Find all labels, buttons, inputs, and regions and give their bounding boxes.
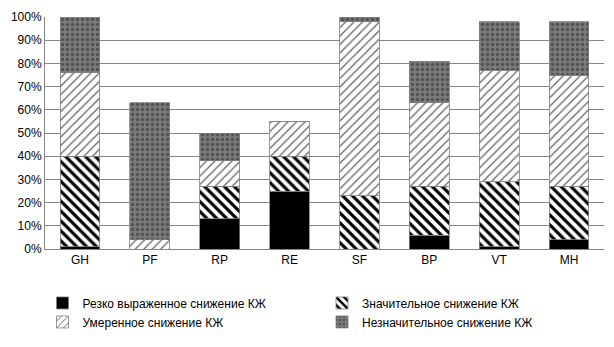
svg-text:PF: PF [142,253,157,267]
svg-text:10%: 10% [18,219,42,233]
svg-text:90%: 90% [18,33,42,47]
svg-text:70%: 70% [18,80,42,94]
svg-text:VT: VT [492,253,508,267]
svg-text:80%: 80% [18,57,42,71]
svg-text:Резко выраженное снижение КЖ: Резко выраженное снижение КЖ [83,297,266,311]
svg-text:60%: 60% [18,103,42,117]
svg-text:20%: 20% [18,196,42,210]
svg-text:100%: 100% [11,10,42,24]
svg-text:40%: 40% [18,149,42,163]
svg-text:Умеренное снижение КЖ: Умеренное снижение КЖ [83,316,224,330]
svg-text:MH: MH [560,253,579,267]
svg-text:Значительное снижение КЖ: Значительное снижение КЖ [362,297,519,311]
svg-text:SF: SF [352,253,367,267]
svg-text:GH: GH [71,253,89,267]
svg-text:BP: BP [421,253,437,267]
svg-text:30%: 30% [18,173,42,187]
svg-text:Незначительное снижение КЖ: Незначительное снижение КЖ [362,316,532,330]
svg-text:RE: RE [281,253,298,267]
svg-text:0%: 0% [24,242,42,256]
svg-text:50%: 50% [18,126,42,140]
svg-text:RP: RP [211,253,228,267]
